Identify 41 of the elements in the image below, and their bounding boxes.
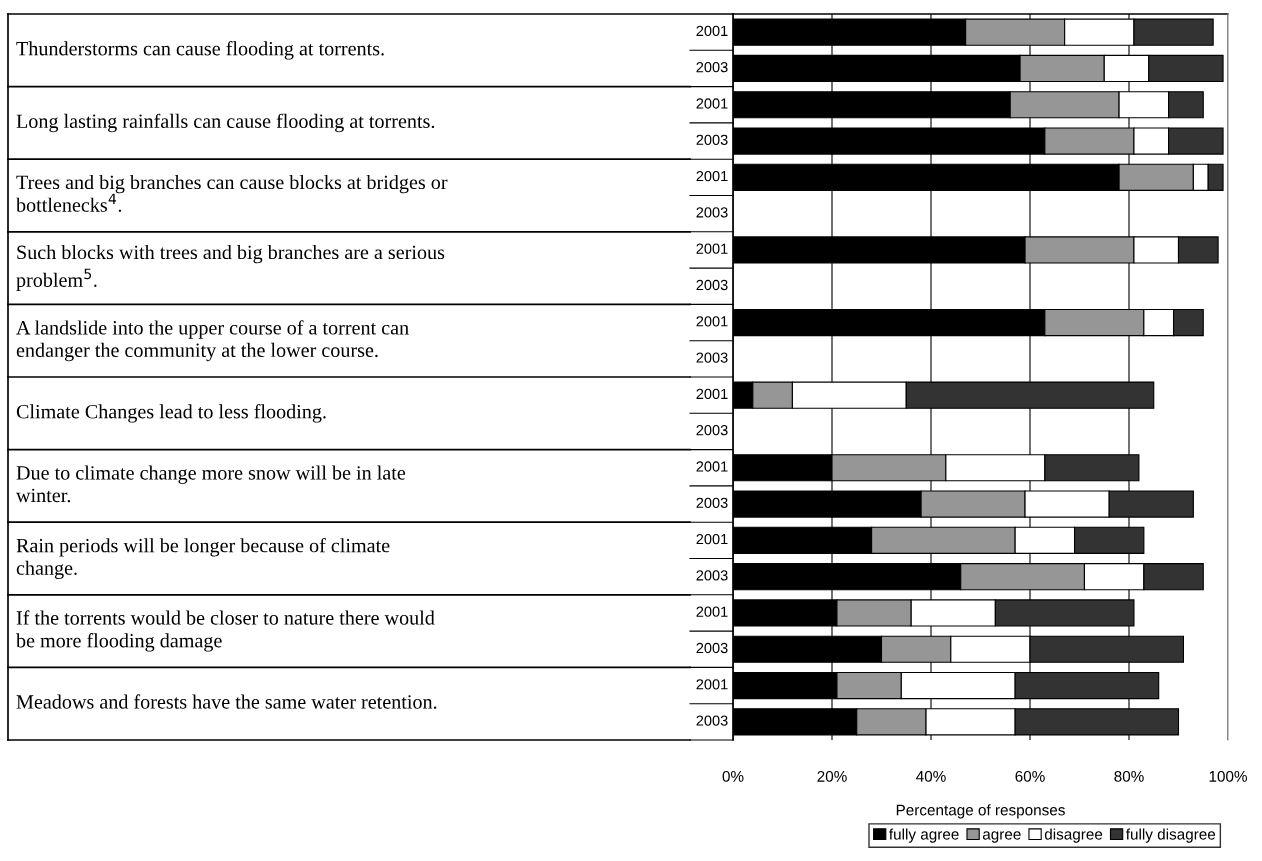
y-tick-label: 2003 xyxy=(696,134,728,145)
text: Meadows and forests have the same water retention. xyxy=(16,694,437,709)
x-tick-label: 80% xyxy=(1114,770,1144,782)
y-tick-label: 2001 xyxy=(696,533,728,545)
legend-label: fully disagree xyxy=(1125,828,1216,843)
y-tick-label: 2003 xyxy=(696,62,728,73)
y-tick-label: 2003 xyxy=(696,570,728,581)
text: Such blocks with trees and big branches are a serious problem$^{5}$. xyxy=(16,244,445,291)
y-tick-label: 2001 xyxy=(696,170,728,182)
text: Trees and big branches can cause blocks at bridges or bottlenecks$^{4}$. xyxy=(16,174,448,212)
x-tick-label: 0% xyxy=(722,770,744,782)
x-tick-label: 20% xyxy=(817,770,847,782)
y-tick-label: 2003 xyxy=(696,497,728,508)
y-tick-label: 2001 xyxy=(696,243,728,254)
text: Due to climate change more snow will be in late winter. xyxy=(16,465,406,503)
x-axis-title: Percentage of responses xyxy=(896,804,1065,819)
y-tick-label: 2001 xyxy=(696,388,728,400)
legend-label: agree xyxy=(982,831,1021,843)
text: Thunderstorms can cause flooding at torrents. xyxy=(16,41,384,60)
x-tick-label: 60% xyxy=(1015,770,1045,782)
x-tick-label: 40% xyxy=(916,770,946,782)
text: A landslide into the upper course of a torrent can endanger the community at the lower course. xyxy=(16,320,409,362)
y-tick-label: 2001 xyxy=(696,316,728,327)
y-tick-label: 2001 xyxy=(696,98,728,109)
y-tick-label: 2003 xyxy=(696,715,728,726)
y-tick-label: 2001 xyxy=(696,25,728,37)
text: Rain periods will be longer because of climate change. xyxy=(16,537,390,580)
text: Climate Changes lead to less flooding. xyxy=(16,404,326,423)
y-tick-label: 2003 xyxy=(696,207,728,218)
y-tick-label: 2003 xyxy=(696,352,728,363)
y-tick-label: 2003 xyxy=(696,642,728,654)
y-tick-label: 2003 xyxy=(696,279,728,291)
y-tick-label: 2003 xyxy=(696,425,728,436)
x-tick-label: 100% xyxy=(1209,770,1247,782)
y-tick-label: 2001 xyxy=(696,679,728,690)
y-tick-label: 2001 xyxy=(696,606,728,617)
y-tick-label: 2001 xyxy=(696,461,728,472)
legend-label: fully agree xyxy=(889,828,959,843)
text: Long lasting rainfalls can cause flooding at torrents. xyxy=(16,113,435,133)
legend-label: disagree xyxy=(1044,828,1103,843)
text: If the torrents would be closer to nature there would be more flooding damage xyxy=(16,610,435,652)
